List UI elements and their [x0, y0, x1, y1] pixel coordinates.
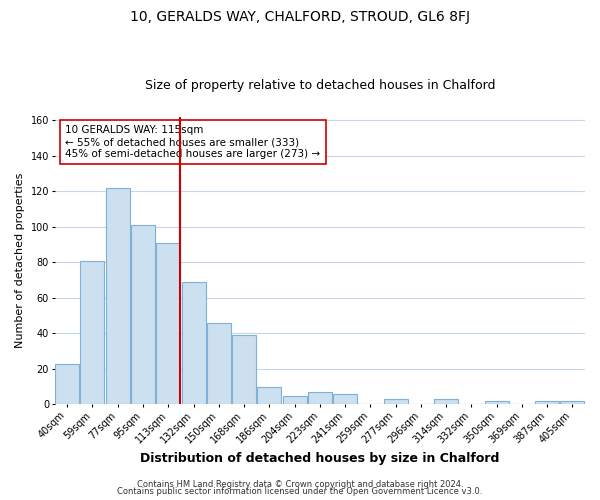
Bar [207, 323, 231, 404]
Bar [333, 394, 357, 404]
Bar [434, 399, 458, 404]
Bar [560, 401, 584, 404]
Bar [182, 282, 206, 405]
Bar [55, 364, 79, 405]
Bar [80, 260, 104, 404]
Text: 10 GERALDS WAY: 115sqm
← 55% of detached houses are smaller (333)
45% of semi-de: 10 GERALDS WAY: 115sqm ← 55% of detached… [65, 126, 320, 158]
Bar [383, 399, 407, 404]
X-axis label: Distribution of detached houses by size in Chalford: Distribution of detached houses by size … [140, 452, 499, 465]
Bar [232, 335, 256, 404]
Text: Contains HM Land Registry data © Crown copyright and database right 2024.: Contains HM Land Registry data © Crown c… [137, 480, 463, 489]
Bar [283, 396, 307, 404]
Bar [257, 386, 281, 404]
Y-axis label: Number of detached properties: Number of detached properties [15, 173, 25, 348]
Bar [485, 401, 509, 404]
Bar [131, 225, 155, 404]
Bar [106, 188, 130, 404]
Bar [156, 243, 180, 404]
Bar [308, 392, 332, 404]
Bar [535, 401, 559, 404]
Title: Size of property relative to detached houses in Chalford: Size of property relative to detached ho… [145, 79, 495, 92]
Text: 10, GERALDS WAY, CHALFORD, STROUD, GL6 8FJ: 10, GERALDS WAY, CHALFORD, STROUD, GL6 8… [130, 10, 470, 24]
Text: Contains public sector information licensed under the Open Government Licence v3: Contains public sector information licen… [118, 487, 482, 496]
